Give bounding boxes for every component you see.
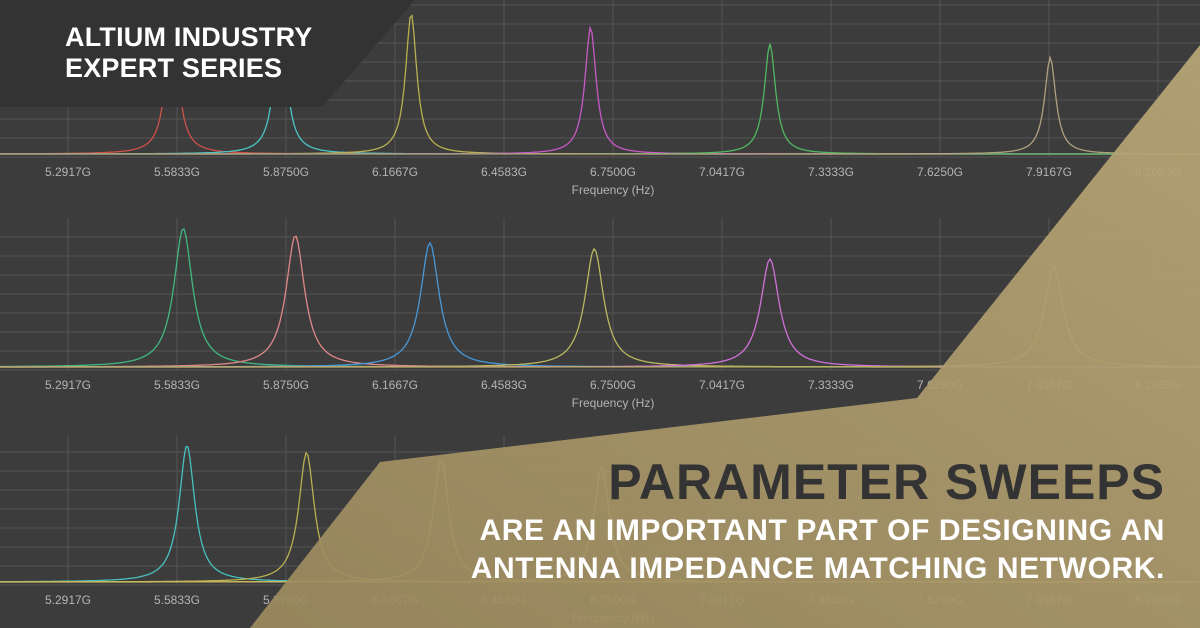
series-title-line1: ALTIUM INDUSTRY bbox=[65, 22, 313, 52]
series-line bbox=[0, 228, 1200, 368]
x-axis-label: Frequency (Hz) bbox=[572, 183, 655, 197]
x-tick-label: 7.3333G bbox=[808, 165, 854, 179]
x-tick-label: 6.7500G bbox=[590, 165, 636, 179]
x-tick-label: 7.3333G bbox=[808, 593, 854, 607]
x-tick-label: 5.2917G bbox=[45, 165, 91, 179]
x-tick-label: 5.8750G bbox=[263, 593, 309, 607]
x-tick-label: 7.0417G bbox=[699, 593, 745, 607]
x-tick-label: 8.2083G bbox=[1135, 593, 1181, 607]
x-tick-label: 6.1667G bbox=[372, 378, 418, 392]
x-axis-label: Frequency (Hz) bbox=[572, 396, 655, 410]
subtitle-line1: ARE AN IMPORTANT PART OF DESIGNING AN bbox=[479, 514, 1165, 547]
x-tick-label: 5.8750G bbox=[263, 165, 309, 179]
series-line bbox=[0, 265, 1200, 368]
series-line bbox=[0, 247, 1200, 368]
x-tick-label: 5.5833G bbox=[154, 378, 200, 392]
x-tick-label: 5.2917G bbox=[45, 593, 91, 607]
x-tick-label: 7.9167G bbox=[1026, 165, 1072, 179]
series-line bbox=[0, 241, 1200, 368]
x-tick-label: 5.8750G bbox=[263, 378, 309, 392]
x-tick-label: 6.4583G bbox=[481, 593, 527, 607]
x-tick-label: 5.2917G bbox=[45, 378, 91, 392]
headline-title: PARAMETER SWEEPS bbox=[608, 454, 1165, 510]
x-tick-label: 6.7500G bbox=[590, 593, 636, 607]
x-tick-label: 5.5833G bbox=[154, 165, 200, 179]
x-tick-label: 7.9167G bbox=[1026, 593, 1072, 607]
x-tick-label: 8.2083G bbox=[1135, 378, 1181, 392]
x-tick-label: 6.7500G bbox=[590, 378, 636, 392]
series-title: ALTIUM INDUSTRY EXPERT SERIES bbox=[65, 22, 312, 84]
headline-subtitle: ARE AN IMPORTANT PART OF DESIGNING AN AN… bbox=[471, 512, 1165, 588]
x-tick-label: 6.4583G bbox=[481, 378, 527, 392]
x-axis-label: Frequency (Hz) bbox=[572, 611, 655, 625]
x-tick-label: 5.5833G bbox=[154, 593, 200, 607]
x-tick-label: 6.1667G bbox=[372, 593, 418, 607]
x-tick-label: 7.0417G bbox=[699, 378, 745, 392]
series-title-line2: EXPERT SERIES bbox=[65, 53, 283, 83]
x-tick-label: 7.0417G bbox=[699, 165, 745, 179]
x-tick-label: 6.4583G bbox=[481, 165, 527, 179]
x-tick-label: 6.1667G bbox=[372, 165, 418, 179]
x-tick-label: 7.6250G bbox=[917, 593, 963, 607]
x-tick-label: 7.3333G bbox=[808, 378, 854, 392]
x-tick-label: 7.9167G bbox=[1026, 378, 1072, 392]
x-tick-label: 7.6250G bbox=[917, 165, 963, 179]
x-tick-label: 8.2083G bbox=[1135, 165, 1181, 179]
subtitle-line2: ANTENNA IMPEDANCE MATCHING NETWORK. bbox=[470, 552, 1165, 585]
x-tick-label: 7.6250G bbox=[917, 378, 963, 392]
